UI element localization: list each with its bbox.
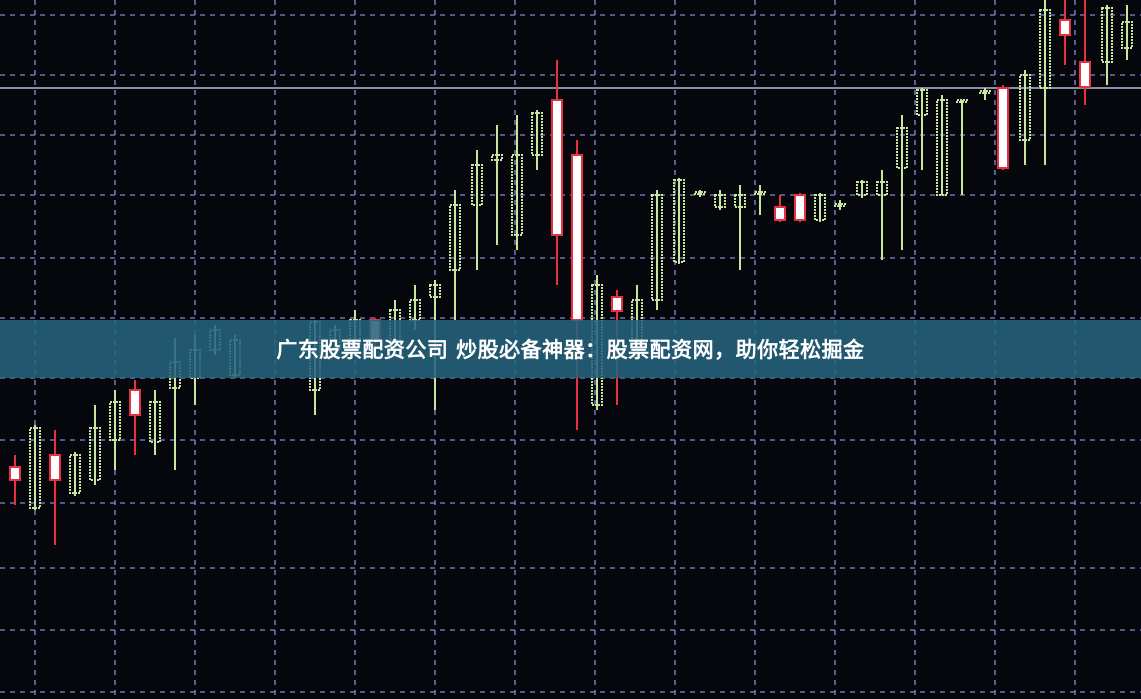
candle-bullish [834, 203, 846, 207]
candle-bearish [1059, 19, 1071, 36]
candle-bearish [129, 389, 141, 416]
candle-bullish [29, 427, 41, 509]
candle-bullish [916, 89, 928, 116]
candle-bearish [774, 206, 786, 221]
candle-bearish [997, 87, 1009, 169]
candle-bearish [551, 99, 563, 236]
candle-bullish [1101, 7, 1113, 63]
candle-bearish [611, 296, 623, 312]
candle-bullish [673, 179, 685, 263]
candle-bearish [571, 154, 583, 321]
candle-bullish [149, 401, 161, 443]
candle-bullish [754, 191, 766, 195]
candle-bullish [531, 112, 543, 156]
candle-bullish [89, 427, 101, 481]
candle-bullish [956, 99, 968, 103]
candle-bullish [876, 181, 888, 196]
candle-bullish [694, 191, 706, 195]
banner-title: 广东股票配资公司 炒股必备神器：股票配资网，助你轻松掘金 [276, 338, 865, 362]
candle-bearish [794, 194, 806, 221]
candle-bullish [429, 284, 441, 298]
candle-bullish [1039, 9, 1051, 89]
candle-bearish [49, 454, 61, 481]
candle-bearish [1079, 61, 1091, 88]
candle-bullish [1019, 74, 1031, 141]
candle-bullish [471, 164, 483, 206]
candle-bullish [814, 194, 826, 221]
candle-bullish [979, 90, 991, 94]
candle-bullish [449, 204, 461, 271]
candle-bullish [511, 154, 523, 236]
candle-bullish [109, 401, 121, 441]
candle-bullish [936, 99, 948, 196]
candle-bullish [856, 181, 868, 196]
candle-bullish [896, 127, 908, 169]
candle-bullish [1121, 21, 1133, 49]
candle-bearish [9, 466, 21, 481]
candle-bullish [69, 454, 81, 494]
title-banner: 广东股票配资公司 炒股必备神器：股票配资网，助你轻松掘金 [0, 320, 1141, 378]
candle-bullish [734, 194, 746, 208]
candle-bullish [491, 154, 503, 161]
candle-bullish [651, 194, 663, 301]
candle-bullish [714, 194, 726, 208]
